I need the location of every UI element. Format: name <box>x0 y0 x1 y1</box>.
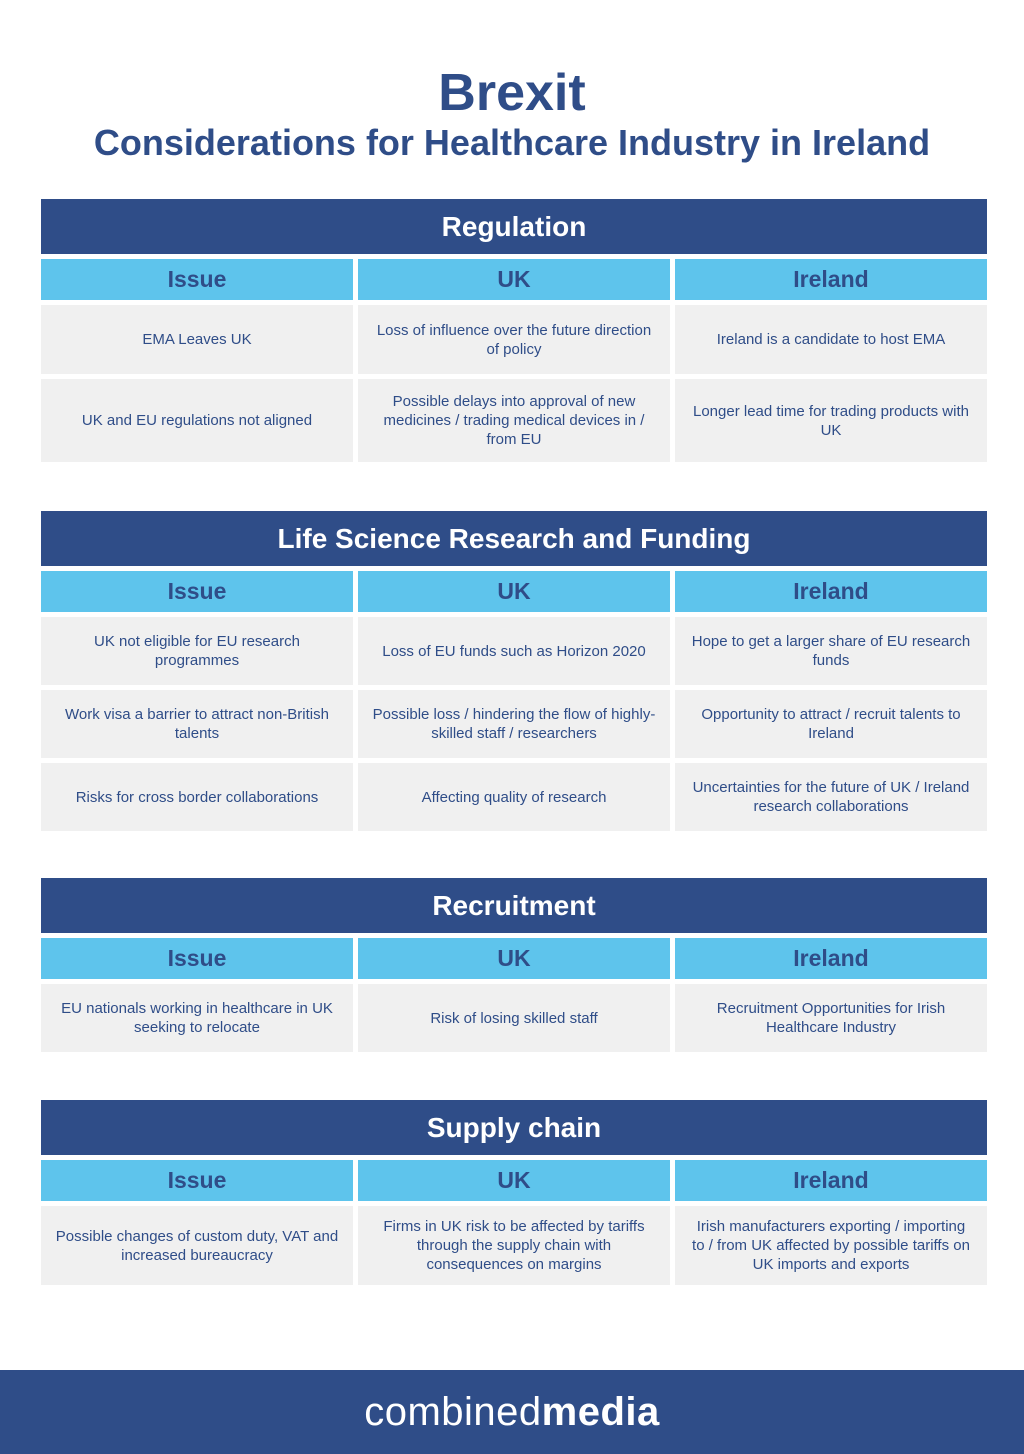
combinedmedia-logo: combinedmedia <box>364 1390 660 1435</box>
table-row: EMA Leaves UK Loss of influence over the… <box>41 305 987 374</box>
section-research-funding: Life Science Research and Funding Issue … <box>41 511 987 831</box>
column-header-ireland: Ireland <box>675 571 987 612</box>
cell-ireland: Longer lead time for trading products wi… <box>675 379 987 462</box>
section-title: Life Science Research and Funding <box>41 511 987 566</box>
table-row: Work visa a barrier to attract non-Briti… <box>41 690 987 758</box>
section-title: Recruitment <box>41 878 987 933</box>
cell-issue: EU nationals working in healthcare in UK… <box>41 984 353 1052</box>
cell-issue: UK and EU regulations not aligned <box>41 379 353 462</box>
cell-uk: Firms in UK risk to be affected by tarif… <box>358 1206 670 1285</box>
cell-issue: Possible changes of custom duty, VAT and… <box>41 1206 353 1285</box>
column-header-uk: UK <box>358 259 670 300</box>
footer: combinedmedia <box>0 1370 1024 1454</box>
page-title: Brexit <box>438 64 586 122</box>
column-header-uk: UK <box>358 571 670 612</box>
section-title: Supply chain <box>41 1100 987 1155</box>
column-header-issue: Issue <box>41 259 353 300</box>
section-supply-chain: Supply chain Issue UK Ireland Possible c… <box>41 1100 987 1285</box>
cell-ireland: Opportunity to attract / recruit talents… <box>675 690 987 758</box>
column-header-ireland: Ireland <box>675 259 987 300</box>
cell-uk: Loss of influence over the future direct… <box>358 305 670 374</box>
logo-bold-text: media <box>541 1389 660 1434</box>
table-row: Risks for cross border collaborations Af… <box>41 763 987 831</box>
cell-uk: Risk of losing skilled staff <box>358 984 670 1052</box>
page-subtitle: Considerations for Healthcare Industry i… <box>93 122 931 163</box>
table-row: EU nationals working in healthcare in UK… <box>41 984 987 1052</box>
cell-uk: Possible loss / hindering the flow of hi… <box>358 690 670 758</box>
column-header-issue: Issue <box>41 938 353 979</box>
cell-uk: Affecting quality of research <box>358 763 670 831</box>
column-header-issue: Issue <box>41 1160 353 1201</box>
logo-light-text: combined <box>364 1389 542 1434</box>
cell-ireland: Ireland is a candidate to host EMA <box>675 305 987 374</box>
section-title: Regulation <box>41 199 987 254</box>
cell-uk: Possible delays into approval of new med… <box>358 379 670 462</box>
cell-ireland: Recruitment Opportunities for Irish Heal… <box>675 984 987 1052</box>
column-header-ireland: Ireland <box>675 938 987 979</box>
cell-issue: EMA Leaves UK <box>41 305 353 374</box>
cell-issue: Risks for cross border collaborations <box>41 763 353 831</box>
column-header-uk: UK <box>358 938 670 979</box>
column-header-uk: UK <box>358 1160 670 1201</box>
table-row: UK and EU regulations not aligned Possib… <box>41 379 987 462</box>
table-row: Possible changes of custom duty, VAT and… <box>41 1206 987 1285</box>
header: Brexit Considerations for Healthcare Ind… <box>0 60 1024 164</box>
column-header-issue: Issue <box>41 571 353 612</box>
column-header-ireland: Ireland <box>675 1160 987 1201</box>
cell-issue: UK not eligible for EU research programm… <box>41 617 353 685</box>
cell-ireland: Uncertainties for the future of UK / Ire… <box>675 763 987 831</box>
cell-ireland: Hope to get a larger share of EU researc… <box>675 617 987 685</box>
cell-issue: Work visa a barrier to attract non-Briti… <box>41 690 353 758</box>
cell-uk: Loss of EU funds such as Horizon 2020 <box>358 617 670 685</box>
cell-ireland: Irish manufacturers exporting / importin… <box>675 1206 987 1285</box>
section-regulation: Regulation Issue UK Ireland EMA Leaves U… <box>41 199 987 462</box>
table-row: UK not eligible for EU research programm… <box>41 617 987 685</box>
section-recruitment: Recruitment Issue UK Ireland EU national… <box>41 878 987 1052</box>
